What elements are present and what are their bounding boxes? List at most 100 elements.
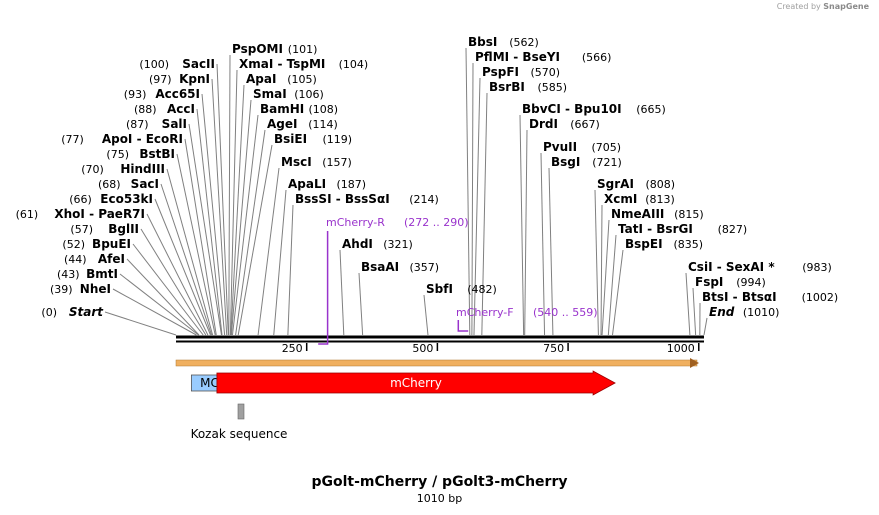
site-label-sacii: SacII: [182, 57, 215, 71]
site-connector-pflmi: [471, 62, 474, 336]
primer-mark-mcherry-f: [457, 320, 469, 332]
primer-label-mcherry-f: mCherry-F: [456, 306, 514, 319]
site-label-bpuei: BpuEI: [92, 237, 131, 251]
site-label-sbfi: SbfI: [426, 282, 453, 296]
site-label-fspi: FspI: [695, 275, 723, 289]
feature-kozak-sequence: [237, 403, 245, 420]
site-label-end: End: [709, 305, 735, 319]
site-position-bsrbi: (585): [538, 81, 568, 94]
feature-label-mcherry: mCherry: [390, 376, 442, 390]
site-position-drdi: (667): [570, 118, 600, 131]
site-position-kpni: (97): [149, 73, 172, 86]
site-connector-sbfi: [423, 294, 429, 336]
site-position-btsi: (1002): [802, 291, 839, 304]
site-position-nmeaiii: (815): [674, 208, 704, 221]
site-connector-acc65i: [201, 93, 226, 336]
site-connector-agei: [235, 129, 266, 336]
site-position-eco53ki: (66): [69, 193, 92, 206]
snapgene-logo: SnapGene: [823, 2, 869, 11]
site-connector-bglii: [140, 228, 207, 336]
primer-range-mcherry-f: (540 .. 559): [533, 306, 598, 319]
site-position-xmai: (104): [339, 58, 369, 71]
site-label-kpni: KpnI: [179, 72, 210, 86]
site-connector-kpni: [211, 78, 228, 336]
site-position-bamhi: (108): [309, 103, 339, 116]
site-position-end: (1010): [743, 306, 780, 319]
site-connector-bsiei: [237, 144, 273, 336]
site-label-bbsi: BbsI: [468, 35, 497, 49]
site-labels: SacII (100) KpnI (97)Acc65I (93) AccI (88) SalI…: [16, 35, 839, 319]
site-label-agei: AgeI: [267, 117, 297, 131]
site-connector-bsrbi: [481, 92, 488, 336]
site-label-xhoi: XhoI - PaeR7I: [54, 207, 145, 221]
feature-mcherry: [216, 370, 616, 396]
site-connector-sali: [188, 123, 222, 336]
site-label-apai: ApaI: [246, 72, 276, 86]
site-label-bsiei: BsiEI: [274, 132, 307, 146]
site-label-afei: AfeI: [98, 252, 125, 266]
site-connector-tati: [607, 234, 617, 336]
site-label-bsaai: BsaAI: [361, 260, 399, 274]
site-position-bstbi: (75): [106, 148, 129, 161]
site-connector-xhoi: [146, 213, 209, 336]
site-position-apali: (187): [337, 178, 367, 191]
site-position-pspfi: (570): [531, 66, 561, 79]
site-position-msci: (157): [322, 156, 352, 169]
site-connector-bstbi: [176, 153, 216, 336]
watermark-prefix: Created by: [776, 2, 821, 11]
site-label-pvuii: PvuII: [543, 140, 577, 154]
site-position-agei: (114): [308, 118, 338, 131]
site-connector-bbvci: [519, 114, 525, 336]
site-position-pflmi: (566): [582, 51, 612, 64]
site-connector-bmti: [119, 273, 199, 336]
dna-backbone: [176, 335, 704, 343]
site-connector-pspomi: [228, 54, 231, 336]
site-label-bstbi: BstBI: [139, 147, 175, 161]
ruler-label-750: 750: [543, 342, 564, 355]
site-label-bmti: BmtI: [86, 267, 118, 281]
site-position-sali: (87): [126, 118, 149, 131]
site-label-tati: TatI - BsrGI: [618, 222, 693, 236]
site-connector-pvuii: [540, 152, 546, 336]
site-position-sgrai: (808): [646, 178, 676, 191]
site-position-fspi: (994): [736, 276, 766, 289]
primer-label-mcherry-r: mCherry-R: [326, 216, 385, 229]
site-position-bsssi: (214): [409, 193, 439, 206]
primers: mCherry-R (272 .. 290) mCherry-F (540 .. 55…: [318, 216, 598, 345]
site-label-bsgi: BsgI: [551, 155, 580, 169]
site-position-apai: (105): [287, 73, 317, 86]
site-label-bglii: BglII: [108, 222, 139, 236]
site-connector-pspfi: [473, 77, 481, 336]
site-connector-apai: [230, 84, 245, 336]
site-connector-end: [703, 317, 708, 336]
site-label-pspfi: PspFI: [482, 65, 519, 79]
site-connector-bsssi: [287, 204, 294, 336]
site-position-bbsi: (562): [509, 36, 539, 49]
orf-arrow: [175, 358, 699, 368]
site-label-xmai: XmaI - TspMI: [239, 57, 325, 71]
site-label-acci: AccI: [167, 102, 195, 116]
site-connector-afei: [126, 258, 200, 336]
site-position-sacii: (100): [139, 58, 169, 71]
site-label-eco53ki: Eco53kI: [100, 192, 153, 206]
site-connector-apoi: [184, 138, 217, 336]
site-connector-ahdi: [339, 249, 345, 336]
site-label-acc65i: Acc65I: [155, 87, 200, 101]
site-position-sbfi: (482): [467, 283, 497, 296]
site-label-pflmi: PflMI - BseYI: [475, 50, 560, 64]
site-label-csii: CsiI - SexAI *: [688, 260, 775, 274]
site-label-sgrai: SgrAI: [597, 177, 634, 191]
site-label-apali: ApaLI: [288, 177, 326, 191]
site-connector-saci: [160, 183, 213, 336]
site-label-pspomi: PspOMI: [232, 42, 283, 56]
site-label-hindiii: HindIII: [120, 162, 165, 176]
site-connector-bamhi: [231, 114, 259, 336]
site-connector-msci: [257, 167, 280, 336]
site-connector-sgrai: [594, 189, 599, 336]
site-position-tati: (827): [718, 223, 748, 236]
site-position-start: (0): [41, 306, 57, 319]
site-position-acc65i: (93): [124, 88, 147, 101]
site-position-bsiei: (119): [323, 133, 353, 146]
